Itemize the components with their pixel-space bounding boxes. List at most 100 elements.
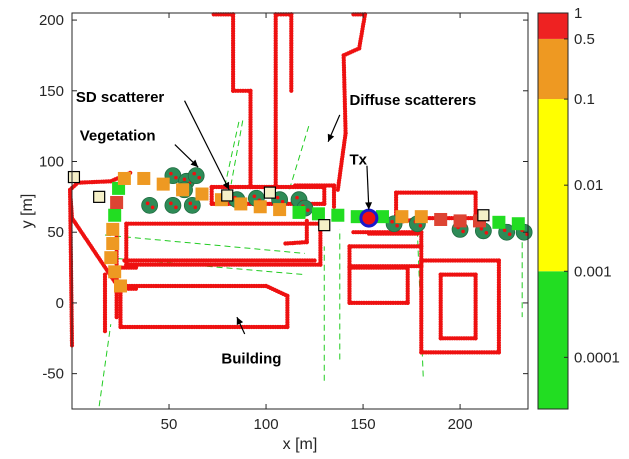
rx-square — [331, 208, 345, 222]
rx-square — [453, 214, 467, 228]
vegetation-point — [187, 167, 205, 185]
rx-square — [195, 187, 209, 201]
rx-square — [273, 203, 287, 217]
vegetation-scatter-dot — [252, 194, 257, 199]
rx-square — [137, 171, 151, 185]
vegetation-scatter-dot — [150, 205, 155, 210]
diffuse-scatterer-point — [68, 187, 73, 192]
vegetation-scatter-dot — [295, 195, 299, 200]
road-line — [98, 324, 112, 407]
road-line — [288, 125, 310, 190]
rx-square — [434, 212, 448, 226]
plot-frame — [71, 12, 529, 410]
vegetation-scatter-dot — [188, 201, 193, 206]
vegetation-point — [141, 196, 159, 214]
colorbar-band — [538, 271, 568, 409]
rx-square — [108, 265, 122, 279]
arrow-line — [366, 165, 370, 210]
rx-square — [156, 177, 170, 191]
rx-square — [104, 251, 118, 265]
rx-squares — [104, 171, 525, 293]
y-axis-ticks: -50 0 50 100 150 200 — [39, 12, 528, 383]
road-line — [224, 121, 240, 185]
sd-scatterer — [477, 209, 490, 222]
diffuse-scatterer-point — [331, 204, 337, 209]
vegetation-scatter-dot — [192, 171, 196, 176]
tx-point — [359, 208, 379, 228]
diffuse-scatterer-point — [312, 258, 317, 263]
rx-square — [112, 181, 126, 195]
colorbar-tick-label: 0.001 — [574, 263, 612, 280]
rx-square — [253, 200, 267, 214]
annotation-label: Tx — [349, 151, 367, 168]
sd-scatterers — [67, 170, 490, 232]
arrow-head — [222, 181, 230, 190]
colorbar-tick-label: 1 — [574, 5, 582, 22]
vegetation-scatter-dot — [306, 208, 310, 212]
vegetation-scatter-dot — [479, 227, 484, 231]
vegetation-scatter-dot — [174, 175, 178, 180]
vegetation-point — [183, 196, 201, 214]
y-tick-label: 150 — [39, 83, 64, 100]
sd-scatterer — [221, 189, 234, 202]
annotation-label: SD scatterer — [76, 89, 165, 106]
vegetation-scatter-dot — [169, 201, 173, 206]
rx-square — [106, 237, 120, 251]
colorbar-band — [538, 99, 568, 272]
diffuse-scatterer-point — [209, 184, 214, 190]
diffuse-scatterer-point — [102, 272, 108, 277]
diffuse-scatterer-point — [114, 315, 119, 320]
colorbar-frame — [537, 12, 569, 410]
rx-square — [110, 196, 124, 210]
diffuse-scatterer-point — [335, 187, 340, 192]
x-axis-label: x [m] — [283, 436, 318, 453]
vegetation-point — [164, 196, 182, 214]
rx-square — [106, 222, 120, 236]
y-tick-label: 50 — [47, 224, 64, 241]
tx-marker — [359, 208, 379, 228]
rx-square — [492, 215, 506, 229]
sd-scatterer — [93, 190, 106, 203]
y-tick-label: 200 — [39, 12, 64, 29]
y-tick-label: 100 — [39, 154, 64, 171]
rx-square — [176, 183, 190, 197]
vegetation-scatter-dot — [275, 195, 280, 200]
vegetation-scatter-dot — [169, 171, 173, 176]
road-line — [230, 120, 244, 185]
arrow-head — [190, 159, 199, 168]
diffuse-scatterer-point — [419, 258, 424, 263]
rx-square — [375, 210, 389, 224]
sd-scatterer — [318, 219, 331, 232]
rx-square — [395, 210, 409, 224]
vegetation-scatter-dot — [395, 223, 399, 228]
colorbar-tick-label: 0.0001 — [574, 349, 620, 366]
colorbar: 1 0.5 0.1 0.01 0.001 0.0001 — [537, 5, 620, 410]
rx-square — [117, 171, 131, 185]
diffuse-scatterer-point — [289, 88, 294, 93]
vegetation-scatter-dot — [418, 223, 423, 228]
x-tick-label: 200 — [448, 416, 473, 433]
diffuse-scatterer-point — [133, 265, 139, 270]
rx-square — [292, 205, 306, 219]
annotation-label: Vegetation — [80, 127, 156, 144]
y-axis-label: y [m] — [19, 194, 36, 229]
arrow-head — [365, 202, 373, 210]
diffuse-scatterer-point — [438, 272, 443, 277]
diffuse-scatterer-point — [283, 241, 288, 246]
rx-square — [414, 210, 428, 224]
sd-scatterer — [263, 186, 277, 199]
rx-square — [511, 217, 525, 231]
arrow-head — [236, 317, 244, 326]
diffuse-scatterer-point — [394, 190, 399, 195]
vegetation-scatter-dot — [484, 231, 489, 235]
annotation-label: Building — [221, 351, 281, 368]
vegetation-scatter-dot — [174, 205, 178, 210]
arrow-head — [327, 133, 335, 142]
y-tick-label: -50 — [42, 366, 64, 383]
diffuse-scatterer-point — [347, 244, 352, 249]
vegetation-scatter-dot — [461, 229, 465, 234]
sd-scatterer — [67, 170, 81, 184]
vegetation-scatter-dot — [182, 177, 187, 182]
colorbar-band — [538, 13, 568, 39]
rx-square — [311, 207, 325, 221]
